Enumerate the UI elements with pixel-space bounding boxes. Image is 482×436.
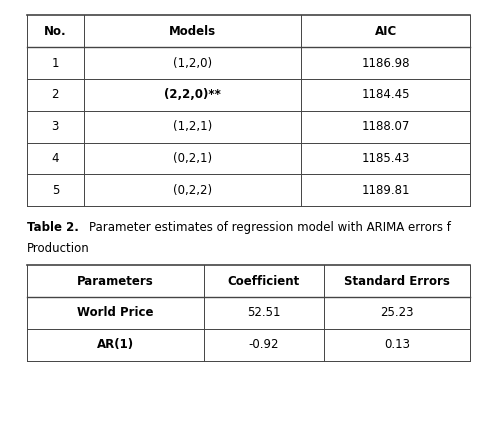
Text: (2,2,0)**: (2,2,0)** — [164, 89, 221, 101]
Text: (1,2,0): (1,2,0) — [173, 57, 213, 69]
Text: Parameters: Parameters — [77, 275, 154, 287]
Text: 2: 2 — [52, 89, 59, 101]
Text: Standard Errors: Standard Errors — [344, 275, 450, 287]
Text: 0.13: 0.13 — [384, 338, 410, 351]
Text: Table 2.: Table 2. — [27, 221, 79, 235]
Text: 52.51: 52.51 — [247, 307, 281, 319]
Text: 1185.43: 1185.43 — [362, 152, 410, 165]
Text: No.: No. — [44, 25, 67, 37]
Text: (0,2,1): (0,2,1) — [173, 152, 213, 165]
Text: 3: 3 — [52, 120, 59, 133]
Text: Coefficient: Coefficient — [228, 275, 300, 287]
Text: Models: Models — [169, 25, 216, 37]
Text: 5: 5 — [52, 184, 59, 197]
Text: 1184.45: 1184.45 — [362, 89, 410, 101]
Text: Production: Production — [27, 242, 89, 255]
Text: 4: 4 — [52, 152, 59, 165]
Text: 1186.98: 1186.98 — [362, 57, 410, 69]
Text: World Price: World Price — [77, 307, 153, 319]
Text: 25.23: 25.23 — [380, 307, 414, 319]
Text: (1,2,1): (1,2,1) — [173, 120, 213, 133]
Text: 1: 1 — [52, 57, 59, 69]
Text: Parameter estimates of regression model with ARIMA errors f: Parameter estimates of regression model … — [74, 221, 451, 235]
Text: -0.92: -0.92 — [249, 338, 279, 351]
Text: 1189.81: 1189.81 — [362, 184, 410, 197]
Text: AR(1): AR(1) — [96, 338, 134, 351]
Text: (0,2,2): (0,2,2) — [173, 184, 213, 197]
Text: 1188.07: 1188.07 — [362, 120, 410, 133]
Text: AIC: AIC — [375, 25, 397, 37]
